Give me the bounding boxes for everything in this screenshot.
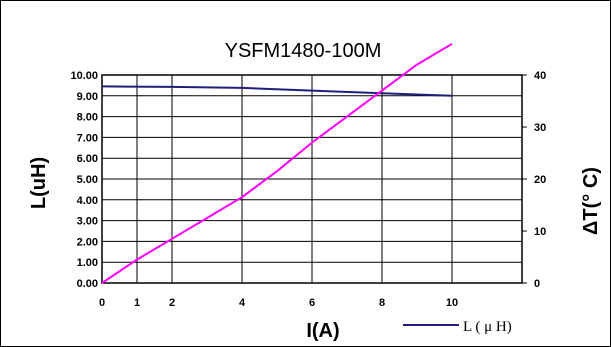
x-tick-label: 0 [99, 297, 105, 309]
y-tick-label: 8.00 [77, 112, 98, 124]
x-tick-label: 2 [169, 297, 175, 309]
inductance-line [101, 85, 453, 97]
y2-tick-label: 20 [534, 174, 546, 186]
temperature-rise-line [101, 42, 453, 284]
y-tick-label: 10.00 [70, 70, 98, 82]
tick-labels: 0.00 1.00 2.00 3.00 4.00 5.00 6.00 7.00 8.00 9.00… [70, 70, 546, 309]
y-tick-label: 7.00 [77, 132, 98, 144]
y2-tick-label: 0 [534, 278, 540, 290]
x-tick-label: 8 [379, 297, 385, 309]
x-tick-label: 10 [446, 297, 458, 309]
y-tick-label: 5.00 [77, 174, 98, 186]
y2-axis-title: ΔT(° C) [580, 167, 602, 235]
x-axis-title: I(A) [306, 320, 339, 342]
y-tick-label: 6.00 [77, 153, 98, 165]
y2-tick-label: 40 [534, 70, 546, 82]
y-tick-label: 2.00 [77, 236, 98, 248]
y-tick-label: 4.00 [77, 195, 98, 207]
y2-tick-label: 10 [534, 226, 546, 238]
x-tick-label: 4 [239, 297, 246, 309]
y-tick-label: 1.00 [77, 257, 98, 269]
y-tick-label: 9.00 [77, 91, 98, 103]
grid [101, 74, 522, 284]
x-tick-label: 1 [134, 297, 140, 309]
y-tick-label: 0.00 [77, 278, 98, 290]
y-tick-label: 3.00 [77, 216, 98, 228]
x-tick-label: 6 [309, 297, 315, 309]
y2-tick-label: 30 [534, 122, 546, 134]
chart-title: YSFM1480-100M [225, 40, 382, 62]
y-axis-title: L(uH) [28, 157, 50, 209]
legend: L ( μ H) [403, 319, 512, 335]
series-layer [101, 42, 453, 284]
legend-label-inductance: L ( μ H) [463, 319, 512, 335]
